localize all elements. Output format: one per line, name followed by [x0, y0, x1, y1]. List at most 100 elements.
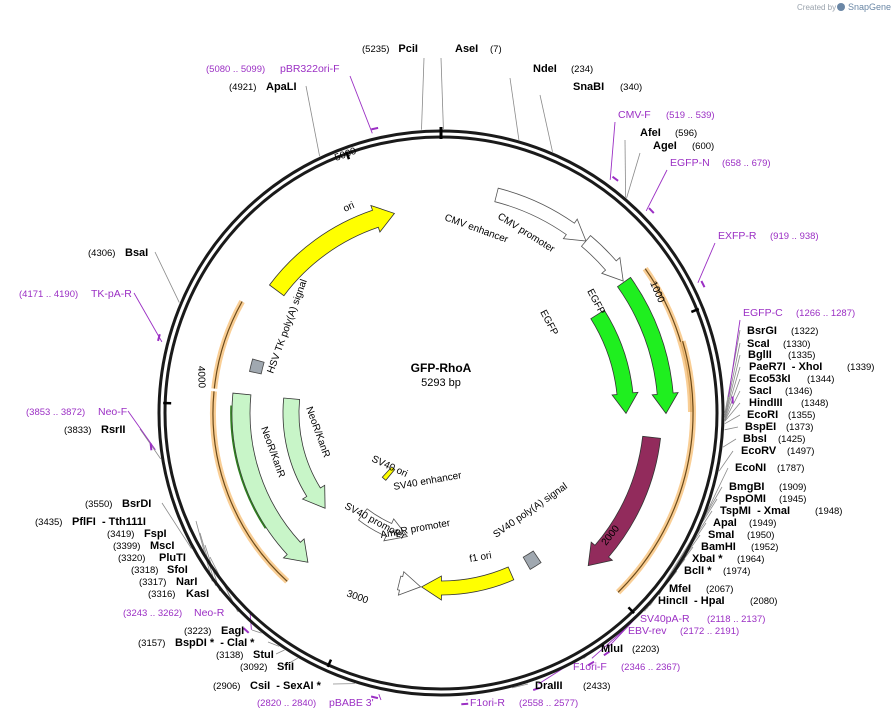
enzyme-label[interactable]: Eco53kI	[749, 373, 791, 385]
primer-label[interactable]: Neo-R	[194, 607, 225, 619]
feature-egfp-outer[interactable]	[616, 276, 679, 415]
enzyme-label[interactable]: BclI *	[684, 565, 712, 577]
enzyme-label[interactable]: ApaI	[713, 517, 737, 529]
feature-cmv-promoter[interactable]	[580, 235, 624, 282]
primer-label[interactable]: EXFP-R	[718, 230, 757, 242]
enzyme-label[interactable]: SnaBI	[573, 81, 604, 93]
enzyme-label[interactable]: AfeI	[640, 127, 661, 139]
feature-sv40-promoter[interactable]	[357, 508, 409, 542]
enzyme-leader-line	[161, 502, 192, 549]
primer-label[interactable]: TK-pA-R	[91, 288, 132, 300]
enzyme-label[interactable]: BamHI	[701, 541, 736, 553]
primer-position: (2820 .. 2840)	[257, 698, 316, 709]
feature-label-egfp-inner: EGFP	[537, 308, 560, 337]
primer-label[interactable]: CMV-F	[618, 109, 651, 121]
enzyme-label[interactable]: MluI	[601, 643, 623, 655]
enzyme-label[interactable]: MfeI	[669, 583, 691, 595]
enzyme-label[interactable]: PspOMI	[725, 493, 766, 505]
enzyme-label[interactable]: BsrDI	[122, 498, 151, 510]
primer-label[interactable]: EBV-rev	[628, 625, 667, 637]
enzyme-position: (1949)	[749, 518, 776, 529]
enzyme-position: (1330)	[783, 339, 810, 350]
enzyme-position: (3435)	[35, 517, 62, 528]
primer-site-mark	[648, 207, 655, 214]
feature-sv40-ori[interactable]	[381, 466, 396, 481]
enzyme-label[interactable]: ApaLI	[266, 81, 297, 93]
primer-leader-line	[378, 694, 382, 701]
enzyme-label[interactable]: RsrII	[101, 424, 125, 436]
enzyme-label[interactable]: FspI	[144, 528, 167, 540]
enzyme-position: (2906)	[213, 681, 240, 692]
enzyme-label[interactable]: CsiI - SexAI *	[250, 680, 322, 692]
enzyme-leader-line	[626, 152, 641, 199]
plasmid-center: GFP-RhoA 5293 bp	[411, 361, 472, 389]
enzyme-leader-line	[512, 683, 529, 689]
enzyme-label[interactable]: SacI	[749, 385, 772, 397]
feature-cmv-enhancer[interactable]	[494, 187, 587, 242]
primer-label[interactable]: F1ori-R	[470, 697, 505, 709]
enzyme-label[interactable]: KasI	[186, 588, 209, 600]
enzyme-leader-line	[724, 390, 741, 421]
feature-hsv-tk-polya[interactable]	[249, 358, 265, 375]
enzyme-label[interactable]: EcoNI	[735, 462, 766, 474]
enzyme-label[interactable]: SmaI	[708, 529, 734, 541]
enzyme-leader-line	[195, 520, 213, 582]
enzyme-label[interactable]: SfoI	[167, 564, 188, 576]
tick-mark	[627, 606, 635, 614]
enzyme-label[interactable]: BsrGI	[747, 325, 777, 337]
enzyme-label[interactable]: BsaI	[125, 247, 148, 259]
primer-position: (2558 .. 2577)	[519, 698, 578, 709]
enzyme-label[interactable]: ScaI	[747, 338, 770, 350]
feature-ampr-promoter[interactable]	[397, 570, 422, 596]
enzyme-position: (3419)	[107, 529, 134, 540]
primer-label[interactable]: EGFP-N	[670, 157, 710, 169]
enzyme-label[interactable]: BspDI * - ClaI *	[175, 637, 255, 649]
enzyme-label[interactable]: HincII - HpaI	[658, 595, 725, 607]
enzyme-label[interactable]: EcoRV	[741, 445, 777, 457]
enzyme-position: (1952)	[751, 542, 778, 553]
feature-egfp-inner[interactable]	[590, 309, 639, 415]
enzyme-label[interactable]: EcoRI	[747, 409, 778, 421]
snapgene-logo-icon	[837, 3, 845, 11]
enzyme-label[interactable]: EagI	[221, 625, 244, 637]
feature-neo-inner[interactable]	[282, 397, 326, 509]
primer-label[interactable]: pBABE 3'	[329, 697, 374, 709]
feature-neo-outer[interactable]	[231, 392, 309, 563]
primer-site-mark	[370, 695, 379, 700]
enzyme-label[interactable]: PluTI	[159, 552, 186, 564]
enzyme-label[interactable]: BmgBI	[729, 481, 764, 493]
enzyme-label[interactable]: BbsI	[743, 433, 767, 445]
enzyme-position: (1787)	[777, 463, 804, 474]
enzyme-position: (1346)	[785, 386, 812, 397]
feature-label-hsv-tk: HSV TK poly(A) signal	[265, 278, 309, 375]
enzyme-label[interactable]: HindIII	[749, 397, 783, 409]
feature-label-rhoa: RhoA	[605, 428, 623, 456]
enzyme-label[interactable]: BglII	[748, 349, 772, 361]
primer-leader-line	[127, 410, 156, 450]
enzyme-label[interactable]: AseI	[455, 43, 478, 55]
enzyme-label[interactable]: NarI	[176, 576, 197, 588]
feature-rhoa[interactable]	[587, 435, 661, 567]
enzyme-label[interactable]: TspMI - XmaI	[720, 505, 790, 517]
primer-label[interactable]: F1ori-F	[573, 661, 607, 673]
primer-label[interactable]: EGFP-C	[743, 307, 783, 319]
enzyme-labels: PciI (5235) AseI (7) NdeI (234) SnaBI (3…	[35, 43, 874, 692]
enzyme-label[interactable]: XbaI *	[692, 553, 723, 565]
feature-ori[interactable]	[268, 204, 396, 297]
enzyme-label[interactable]: AgeI	[653, 140, 677, 152]
enzyme-label[interactable]: MscI	[150, 540, 174, 552]
enzyme-label[interactable]: DraIII	[535, 680, 563, 692]
plasmid-length: 5293 bp	[421, 377, 461, 389]
enzyme-label[interactable]: BspEI	[745, 421, 776, 433]
primer-label[interactable]: SV40pA-R	[640, 613, 690, 625]
feature-sv40-polya[interactable]	[522, 550, 542, 570]
primer-label[interactable]: Neo-F	[98, 406, 127, 418]
primer-label[interactable]: pBR322ori-F	[280, 63, 340, 75]
enzyme-label[interactable]: PaeR7I - XhoI	[749, 361, 822, 373]
feature-f1-ori[interactable]	[420, 566, 515, 601]
enzyme-label[interactable]: PflFI - Tth111I	[72, 516, 146, 528]
enzyme-label[interactable]: StuI	[253, 649, 274, 661]
enzyme-label[interactable]: PciI	[398, 43, 418, 55]
enzyme-label[interactable]: SfiI	[277, 661, 294, 673]
enzyme-label[interactable]: NdeI	[533, 63, 557, 75]
